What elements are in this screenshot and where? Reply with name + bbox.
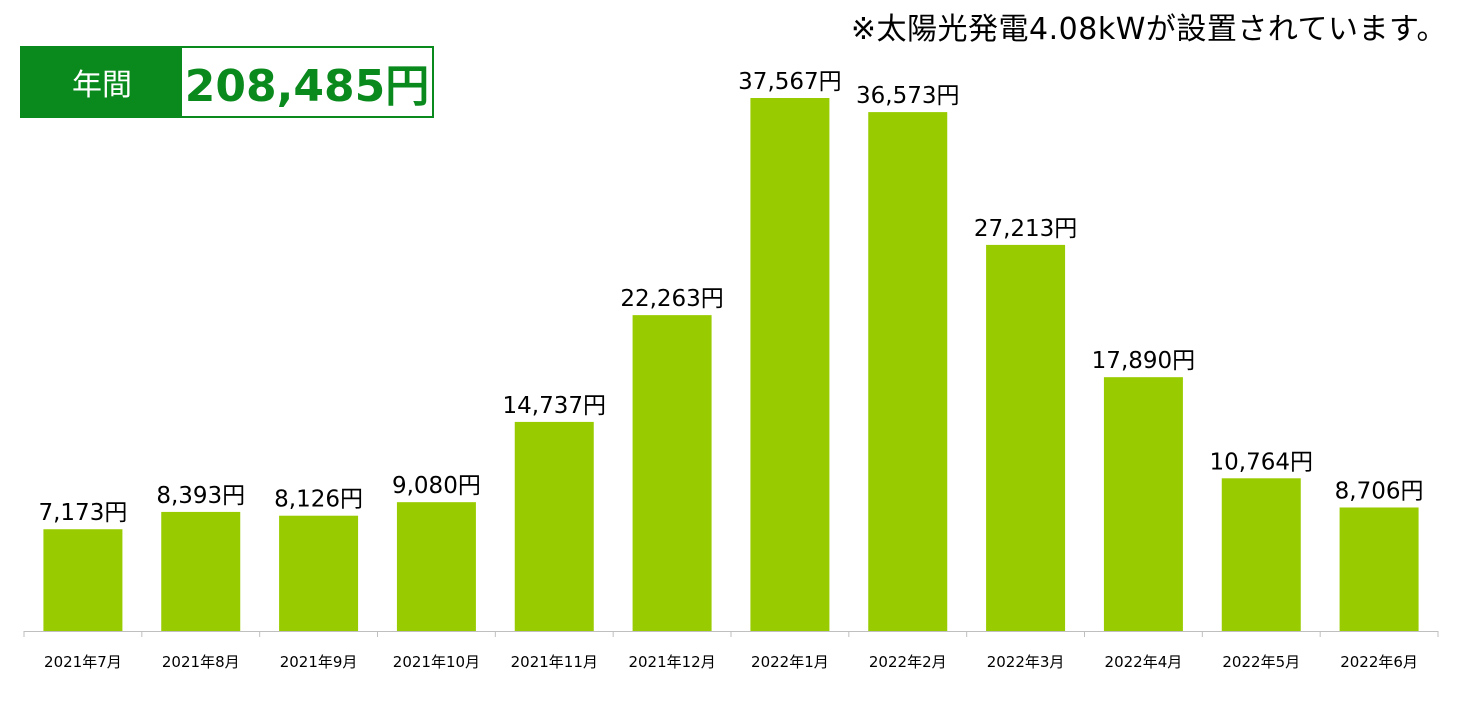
bar bbox=[1103, 377, 1183, 631]
solar-note: ※太陽光発電4.08kWが設置されています。 bbox=[850, 12, 1447, 47]
bar-data-label: 17,890円 bbox=[1092, 348, 1195, 374]
annual-total-value: 208,485円 bbox=[184, 61, 430, 112]
bar bbox=[632, 315, 712, 631]
x-tick-label: 2022年4月 bbox=[1105, 653, 1183, 671]
bar-data-label: 8,126円 bbox=[274, 487, 363, 513]
x-tick-label: 2022年1月 bbox=[751, 653, 829, 671]
bar-data-label: 14,737円 bbox=[503, 393, 606, 419]
bar bbox=[1339, 507, 1419, 631]
x-tick-label: 2021年12月 bbox=[628, 653, 715, 671]
bar bbox=[750, 98, 830, 631]
bar-data-label: 8,706円 bbox=[1335, 478, 1424, 504]
x-tick-label: 2022年5月 bbox=[1222, 653, 1300, 671]
x-tick-label: 2022年3月 bbox=[987, 653, 1065, 671]
x-tick-label: 2021年7月 bbox=[44, 653, 122, 671]
bar bbox=[161, 511, 241, 631]
bar-data-label: 8,393円 bbox=[156, 483, 245, 509]
x-tick-label: 2022年6月 bbox=[1340, 653, 1418, 671]
annual-total-label: 年間 bbox=[22, 48, 182, 116]
bar-data-label: 7,173円 bbox=[38, 500, 127, 526]
bar bbox=[986, 244, 1066, 631]
bar-data-label: 9,080円 bbox=[392, 473, 481, 499]
bar bbox=[43, 529, 123, 631]
x-tick-label: 2021年8月 bbox=[162, 653, 240, 671]
bar-data-label: 37,567円 bbox=[738, 69, 841, 95]
bar bbox=[396, 502, 476, 631]
bar bbox=[868, 112, 948, 632]
x-tick-label: 2021年9月 bbox=[280, 653, 358, 671]
x-tick-label: 2021年11月 bbox=[511, 653, 598, 671]
bar-data-label: 36,573円 bbox=[856, 83, 959, 109]
bar bbox=[279, 515, 359, 631]
annual-total-box: 年間 208,485円 bbox=[20, 46, 434, 118]
bar-data-label: 10,764円 bbox=[1210, 449, 1313, 475]
bar bbox=[1221, 478, 1301, 631]
x-tick-label: 2022年2月 bbox=[869, 653, 947, 671]
bar-data-label: 27,213円 bbox=[974, 216, 1077, 242]
bar-data-label: 22,263円 bbox=[620, 286, 723, 312]
x-tick-label: 2021年10月 bbox=[393, 653, 480, 671]
bar bbox=[514, 421, 594, 631]
